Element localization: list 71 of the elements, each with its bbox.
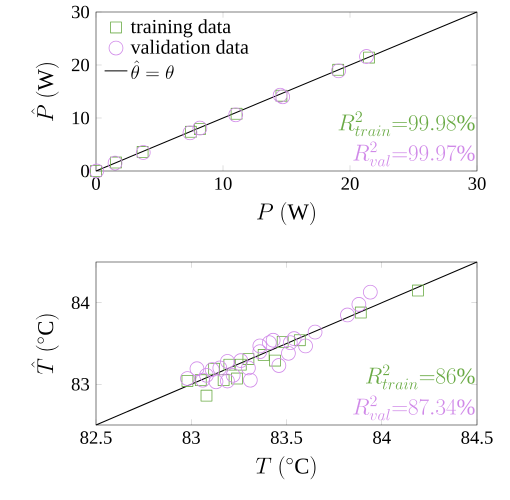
y-tick-label: 0 xyxy=(81,164,90,178)
point xyxy=(180,371,195,386)
point xyxy=(354,306,367,318)
point xyxy=(308,324,322,340)
y-tick-label: 10 xyxy=(72,112,90,124)
point xyxy=(340,308,355,322)
point xyxy=(272,358,286,373)
point xyxy=(226,368,240,383)
point xyxy=(276,336,289,348)
point xyxy=(258,349,270,361)
point xyxy=(212,360,228,376)
point xyxy=(352,297,366,312)
y-tick-label: 83 xyxy=(72,378,90,391)
legend-label: $\hat{\theta} = \theta$ xyxy=(131,60,174,79)
point xyxy=(204,362,220,377)
point xyxy=(272,88,288,103)
y-tick-label: 20 xyxy=(72,58,90,72)
point xyxy=(298,338,313,354)
legend-label: training data xyxy=(130,19,231,38)
y-axis-title: $\hat{P}\ \mathrm{(W)}$ xyxy=(31,63,59,121)
annotation: $R^2_{val}{=}99.97\%$ xyxy=(353,142,475,166)
point xyxy=(363,52,375,64)
x-tick-label: 84 xyxy=(373,431,391,444)
annotation: $R^2_{val}{=}87.34\%$ xyxy=(353,395,475,420)
point xyxy=(281,346,296,361)
point xyxy=(412,284,424,296)
legend-label: validation data xyxy=(130,40,249,54)
point xyxy=(242,372,258,388)
point xyxy=(266,332,280,348)
point xyxy=(234,358,247,371)
x-axis-title: $T\ (^{\circ}\mathrm{C})$ xyxy=(256,456,316,480)
point xyxy=(294,334,306,346)
x-tick-label: 83.5 xyxy=(270,431,302,444)
point xyxy=(220,354,235,369)
x-tick-label: 10 xyxy=(215,177,232,190)
annotation: $R^2_{train}{=}86\%$ xyxy=(366,364,475,390)
point xyxy=(262,335,277,350)
point xyxy=(275,89,290,104)
point xyxy=(199,368,214,383)
point xyxy=(286,331,302,346)
point xyxy=(190,361,204,376)
point xyxy=(359,49,374,64)
point xyxy=(252,344,268,359)
x-tick-label: 0 xyxy=(92,177,100,190)
point xyxy=(194,374,207,386)
point xyxy=(233,353,248,368)
point xyxy=(242,353,254,365)
point xyxy=(282,335,298,350)
y-tick-label: 30 xyxy=(72,6,90,18)
x-tick-label: 82.5 xyxy=(80,431,112,444)
x-axis-title: $P\ \mathrm{(W)}$ xyxy=(257,202,315,226)
point xyxy=(195,372,210,388)
y-tick-label: 84 xyxy=(72,296,90,310)
point xyxy=(231,372,243,384)
point xyxy=(220,374,235,388)
point xyxy=(182,375,194,387)
point xyxy=(218,374,230,386)
annotation: $R^2_{train}{=}99.98\%$ xyxy=(338,111,475,136)
x-tick-label: 30 xyxy=(468,177,486,190)
point xyxy=(252,338,268,354)
point xyxy=(208,362,220,375)
point xyxy=(269,354,281,366)
y-axis-title: $\hat{T}\ (^{\circ}\mathrm{C})$ xyxy=(31,314,59,374)
point xyxy=(223,358,236,371)
point xyxy=(200,390,212,402)
x-tick-label: 84.5 xyxy=(461,431,493,444)
x-tick-label: 20 xyxy=(341,177,359,190)
point xyxy=(208,374,224,390)
point xyxy=(362,284,378,300)
x-tick-label: 83 xyxy=(182,431,200,444)
point xyxy=(241,360,256,376)
